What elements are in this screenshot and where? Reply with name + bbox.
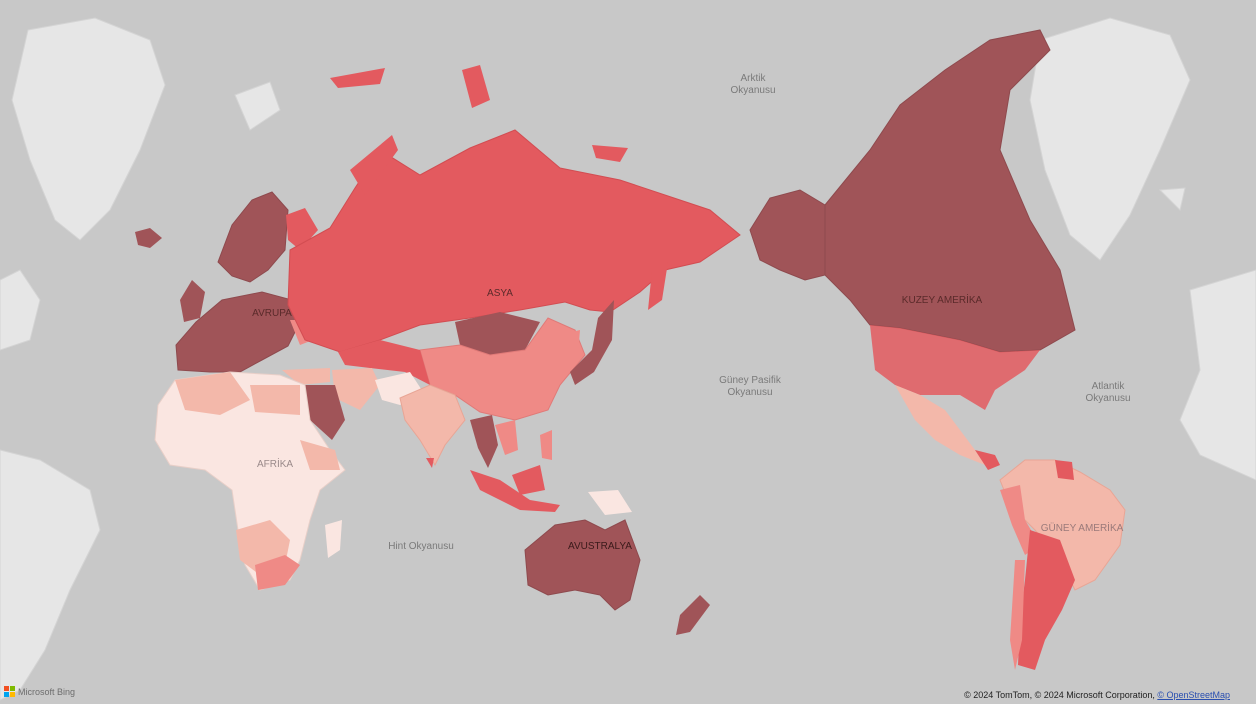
argentina: [1018, 530, 1075, 670]
uk-ireland: [180, 280, 205, 322]
novaya-zemlya: [350, 135, 398, 195]
label-australia: AVUSTRALYA: [568, 541, 632, 552]
greenland-right: [1029, 17, 1191, 261]
south-africa: [255, 555, 300, 590]
region-north-america[interactable]: [749, 29, 1076, 470]
egypt-libya: [250, 385, 300, 415]
label-south-pacific-2: Okyanusu: [727, 387, 772, 398]
iceland: [135, 228, 162, 248]
kamchatka: [648, 262, 668, 310]
korea: [560, 330, 580, 358]
label-south-pacific-1: Güney Pasifik: [719, 375, 782, 386]
chile: [1010, 560, 1025, 670]
india: [399, 384, 466, 467]
greenland-left: [11, 17, 166, 241]
papua: [588, 490, 632, 515]
severnaya-zemlya: [462, 65, 490, 108]
usa: [870, 325, 1040, 410]
arctic-island: [234, 81, 281, 131]
label-europe: AVRUPA: [252, 308, 292, 319]
thailand: [470, 415, 498, 468]
label-north-america: KUZEY AMERİKA: [902, 293, 983, 306]
label-asia: ASYA: [487, 288, 513, 299]
iceland-right: [1158, 187, 1186, 211]
new-siberian-islands: [592, 145, 628, 162]
sri-lanka: [426, 458, 434, 468]
label-africa: AFRİKA: [257, 457, 293, 470]
region-oceania[interactable]: [470, 430, 710, 635]
mexico: [895, 385, 985, 465]
map-attribution: © 2024 TomTom, © 2024 Microsoft Corporat…: [964, 690, 1230, 700]
label-arctic-1: Arktik: [741, 73, 767, 84]
bing-logo[interactable]: Microsoft Bing: [4, 686, 75, 697]
turkey-region: [282, 368, 330, 385]
region-south-america[interactable]: [999, 459, 1126, 670]
unshaded-land: [0, 17, 1256, 701]
central-america: [975, 450, 1000, 470]
mainland-europe: [175, 291, 301, 373]
franz-josef-land: [330, 68, 385, 88]
region-asia[interactable]: [282, 300, 614, 468]
sumatra-java: [470, 470, 560, 512]
vietnam: [495, 420, 518, 455]
west-edge-land: [0, 269, 41, 351]
label-south-america: GÜNEY AMERİKA: [1041, 521, 1124, 534]
label-atlantic-2: Okyanusu: [1085, 393, 1130, 404]
openstreetmap-link[interactable]: © OpenStreetMap: [1157, 690, 1230, 700]
attribution-text: © 2024 TomTom, © 2024 Microsoft Corporat…: [964, 690, 1158, 700]
label-arctic-2: Okyanusu: [730, 85, 775, 96]
iran-region: [332, 368, 380, 410]
east-africa: [300, 440, 340, 470]
new-zealand: [676, 595, 710, 635]
north-west-africa: [175, 372, 250, 415]
australia: [524, 519, 641, 611]
madagascar: [325, 520, 342, 558]
region-russia[interactable]: [287, 65, 741, 353]
russia: [287, 129, 741, 353]
philippines: [540, 430, 552, 460]
japan: [570, 300, 614, 385]
finland: [286, 208, 318, 250]
logo-text: Microsoft Bing: [18, 686, 76, 697]
venezuela: [1055, 460, 1074, 480]
region-africa[interactable]: [154, 371, 346, 591]
mongolia: [455, 312, 540, 355]
microsoft-logo-icon: [4, 686, 15, 697]
scandinavia: [217, 191, 289, 283]
label-indian: Hint Okyanusu: [388, 541, 454, 552]
europe-right: [1179, 269, 1256, 481]
kazakhstan: [338, 340, 430, 385]
borneo: [512, 465, 545, 495]
label-atlantic-1: Atlantik: [1092, 381, 1126, 392]
saudi-arabia: [302, 385, 345, 440]
ocean-labels: Arktik Okyanusu Güney Pasifik Okyanusu A…: [388, 73, 1130, 552]
